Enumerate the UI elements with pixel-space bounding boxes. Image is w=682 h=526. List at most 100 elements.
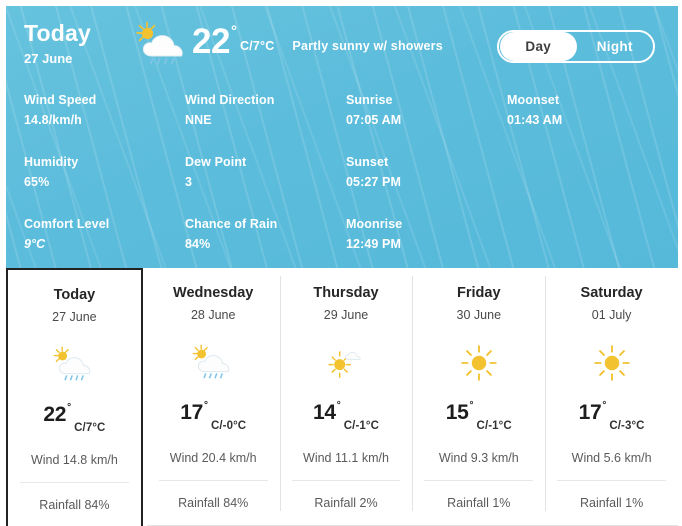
forecast-wind-text: Wind 14.8 km/h	[20, 437, 129, 483]
detail-wind-direction: Wind Direction NNE	[185, 92, 346, 129]
detail-value: 9°C	[24, 237, 46, 251]
current-weather-summary: Today 27 June	[6, 6, 678, 70]
weather-details-grid: Wind Speed 14.8/km/h Wind Direction NNE …	[24, 92, 660, 253]
forecast-wind-text: Wind 20.4 km/h	[158, 435, 268, 481]
degree-symbol: °	[67, 402, 72, 413]
toggle-option-night[interactable]: Night	[596, 39, 633, 54]
forecast-temperature-value: 15	[445, 401, 469, 424]
degree-symbol: °	[336, 400, 341, 411]
forecast-temperature-block: 17 ° C/-3°C	[551, 401, 672, 435]
detail-value: 01:43 AM	[507, 113, 563, 127]
detail-sunset: Sunset 05:27 PM	[346, 154, 507, 191]
detail-label: Wind Direction	[185, 93, 275, 107]
detail-label: Dew Point	[185, 155, 247, 169]
detail-label: Comfort Level	[24, 217, 110, 231]
detail-label: Moonrise	[346, 217, 403, 231]
forecast-icon-wrap	[418, 331, 539, 395]
forecast-rainfall-text: Rainfall 2%	[314, 496, 378, 510]
detail-label: Sunset	[346, 155, 389, 169]
degree-symbol: °	[203, 400, 208, 411]
detail-humidity: Humidity 65%	[24, 154, 185, 191]
current-date-label: 27 June	[24, 51, 73, 66]
forecast-temperature-block: 14 ° C/-1°C	[286, 401, 407, 435]
forecast-rainfall-text: Rainfall 84%	[39, 498, 110, 512]
current-day-label: Today	[24, 20, 92, 46]
forecast-temperature-unit: C/-1°C	[343, 420, 379, 432]
current-temperature-value: 22	[192, 22, 230, 61]
detail-label: Moonset	[507, 93, 560, 107]
detail-label: Humidity	[24, 155, 79, 169]
forecast-wind-text: Wind 5.6 km/h	[557, 435, 666, 481]
forecast-temperature-value: 22	[43, 403, 67, 426]
forecast-temperature-unit: C/-1°C	[476, 420, 512, 432]
detail-label: Wind Speed	[24, 93, 97, 107]
detail-chance-of-rain: Chance of Rain 84%	[185, 216, 346, 253]
forecast-temperature-value: 17	[578, 401, 602, 424]
detail-value: 84%	[185, 237, 211, 251]
detail-wind-speed: Wind Speed 14.8/km/h	[24, 92, 185, 129]
current-condition-text: Partly sunny w/ showers	[292, 39, 443, 53]
forecast-temperature-unit: C/-3°C	[609, 420, 645, 432]
degree-symbol: °	[469, 400, 474, 411]
detail-value: 07:05 AM	[346, 113, 402, 127]
detail-value: 3	[185, 175, 193, 189]
forecast-wind-text: Wind 11.1 km/h	[291, 435, 401, 481]
forecast-day-label: Friday	[457, 285, 501, 301]
forecast-strip: Today 27 June 22	[6, 268, 678, 526]
forecast-card-wednesday[interactable]: Wednesday 28 June	[146, 268, 280, 526]
detail-value: NNE	[185, 113, 212, 127]
forecast-date-label: 30 June	[456, 308, 502, 322]
forecast-temperature-unit: C/7°C	[74, 422, 106, 434]
forecast-day-label: Wednesday	[173, 285, 254, 301]
current-day-block: Today 27 June	[24, 20, 128, 69]
forecast-date-label: 28 June	[190, 308, 236, 322]
forecast-rainfall-text: Rainfall 1%	[447, 496, 511, 510]
current-temperature-unit: C/7°C	[239, 39, 275, 53]
detail-value: 14.8/km/h	[24, 113, 82, 127]
forecast-card-friday[interactable]: Friday 30 June 15 ° C/-1°C Wind 9	[412, 268, 546, 526]
detail-comfort-level: Comfort Level 9°C	[24, 216, 185, 253]
day-night-toggle[interactable]: Day Night	[497, 30, 655, 63]
detail-moonrise: Moonrise 12:49 PM	[346, 216, 507, 253]
details-row: Wind Speed 14.8/km/h Wind Direction NNE …	[24, 92, 660, 129]
forecast-date-label: 01 July	[591, 308, 632, 322]
toggle-option-day[interactable]: Day	[500, 32, 577, 61]
forecast-icon-wrap	[286, 331, 407, 395]
forecast-icon-wrap	[153, 331, 274, 395]
forecast-day-label: Saturday	[580, 285, 643, 301]
degree-symbol: °	[602, 400, 607, 411]
sun-behind-rain-cloud-icon	[136, 21, 183, 65]
forecast-temperature-value: 17	[180, 401, 203, 424]
current-weather-panel: Today 27 June	[6, 6, 678, 268]
forecast-card-saturday[interactable]: Saturday 01 July 17 ° C/-3°C Wind	[545, 268, 678, 526]
forecast-temperature-value: 14	[312, 401, 336, 424]
forecast-date-label: 27 June	[52, 310, 97, 324]
forecast-rainfall-text: Rainfall 84%	[178, 496, 249, 510]
details-row: Comfort Level 9°C Chance of Rain 84% Moo…	[24, 216, 660, 253]
forecast-icon-wrap	[551, 331, 672, 395]
detail-dew-point: Dew Point 3	[185, 154, 346, 191]
forecast-temperature-unit: C/-0°C	[210, 420, 247, 432]
detail-empty	[507, 154, 668, 191]
forecast-day-label: Thursday	[313, 285, 379, 301]
forecast-card-today[interactable]: Today 27 June 22	[6, 268, 143, 526]
details-row: Humidity 65% Dew Point 3 Sunset 05:27 PM	[24, 154, 660, 191]
forecast-temperature-block: 22 ° C/7°C	[14, 403, 135, 437]
forecast-temperature-block: 15 ° C/-1°C	[418, 401, 539, 435]
detail-sunrise: Sunrise 07:05 AM	[346, 92, 507, 129]
current-temperature-block: 22 ° C/7°C Partly sunny w/ showers	[192, 20, 443, 60]
sun-icon	[461, 345, 497, 381]
forecast-icon-wrap	[14, 333, 135, 397]
sun-behind-small-cloud-icon	[328, 351, 361, 378]
detail-moonset: Moonset 01:43 AM	[507, 92, 668, 129]
sun-icon	[593, 345, 630, 381]
forecast-card-thursday[interactable]: Thursday 29 June 14 ° C/-1°C	[279, 268, 413, 526]
forecast-rainfall-text: Rainfall 1%	[579, 496, 644, 510]
forecast-date-label: 29 June	[323, 308, 369, 322]
sun-behind-rain-cloud-icon	[54, 346, 91, 381]
detail-value: 65%	[24, 175, 50, 189]
detail-value: 05:27 PM	[346, 175, 401, 189]
forecast-wind-text: Wind 9.3 km/h	[424, 435, 534, 481]
detail-label: Sunrise	[346, 93, 393, 107]
